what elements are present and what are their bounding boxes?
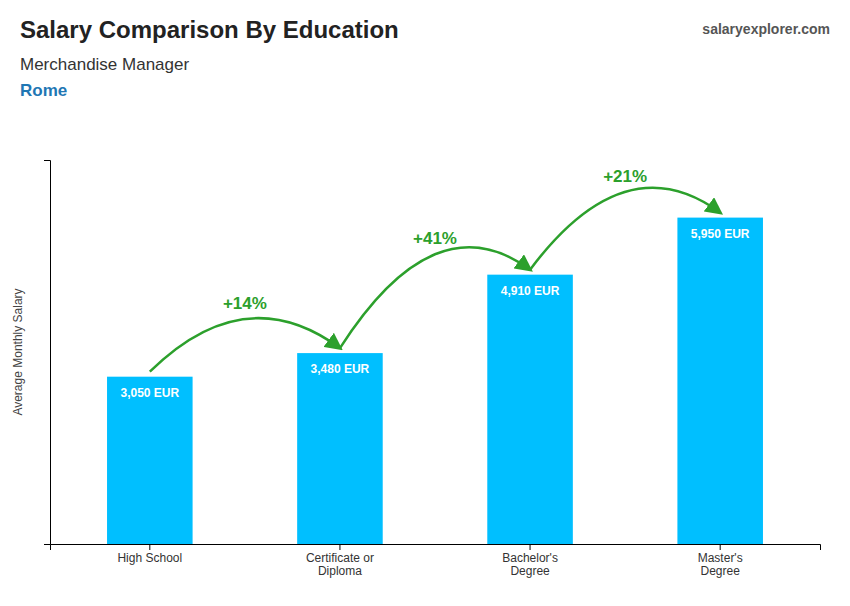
subtitle: Merchandise Manager — [20, 55, 189, 74]
annotation: +41% — [413, 229, 457, 248]
chart: Salary Comparison By Education Merchandis… — [0, 0, 850, 606]
value-label: 5,950 EUR — [691, 227, 750, 241]
y-label: Average Monthly Salary — [11, 288, 25, 415]
title: Salary Comparison By Education — [20, 16, 399, 43]
x-tick-label: Certificate orDiploma — [306, 551, 374, 579]
source: salaryexplorer.com — [702, 21, 830, 37]
x-tick-label-line: High School — [117, 551, 182, 565]
x-tick-label-line: Degree — [510, 564, 550, 578]
x-tick-mark — [720, 544, 721, 550]
x-tick-label-line: Diploma — [318, 564, 362, 578]
bar — [487, 275, 573, 544]
x-tick: High School — [117, 544, 182, 565]
x-tick-mark — [339, 544, 340, 550]
bar — [677, 218, 763, 544]
x-tick: Master'sDegree — [698, 544, 743, 578]
x-tick-mark — [149, 544, 150, 550]
labels: 3,050 EUR 3,480 EUR 4,910 EUR 5,950 EUR +14%… — [120, 167, 749, 400]
x-tick-label-line: Certificate or — [306, 551, 374, 565]
change-arrow — [530, 188, 720, 270]
change-arrow — [340, 247, 530, 348]
x-axis-line — [51, 545, 821, 551]
value-label: 4,910 EUR — [501, 284, 560, 298]
bars — [107, 218, 763, 544]
subtitle: Rome — [20, 81, 67, 100]
bar — [107, 377, 193, 544]
annotation: +21% — [603, 167, 647, 186]
x-tick-label-line: Bachelor's — [502, 551, 558, 565]
value-label: 3,480 EUR — [311, 362, 370, 376]
bar — [297, 353, 383, 544]
y-axis-line — [44, 161, 51, 545]
change-arrow — [150, 318, 340, 372]
x-tick: Certificate orDiploma — [306, 544, 374, 578]
x-axis: High School Certificate orDiploma Bachelor… — [51, 544, 821, 578]
y-axis — [44, 161, 51, 545]
x-tick-label: Master'sDegree — [698, 551, 743, 579]
x-tick: Bachelor'sDegree — [502, 544, 558, 578]
x-tick-label-line: Master's — [698, 551, 743, 565]
x-tick-label-line: Degree — [701, 564, 741, 578]
x-tick-mark — [530, 544, 531, 550]
x-tick-label: High School — [117, 551, 182, 565]
annotation: +14% — [223, 294, 267, 313]
x-tick-label: Bachelor'sDegree — [502, 551, 558, 579]
value-label: 3,050 EUR — [120, 386, 179, 400]
